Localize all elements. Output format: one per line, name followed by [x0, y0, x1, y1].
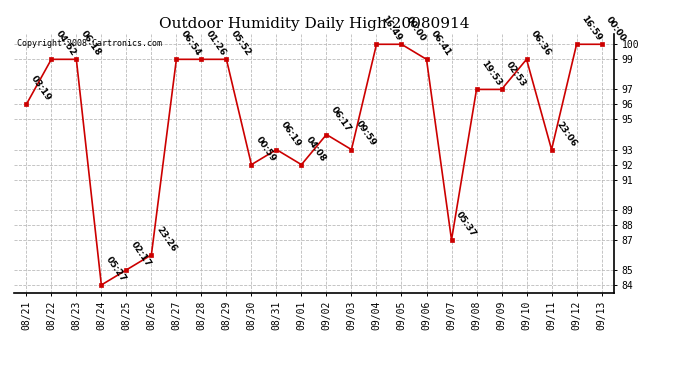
Text: 05:27: 05:27: [104, 255, 128, 284]
Text: 04:52: 04:52: [54, 29, 78, 58]
Text: 06:54: 06:54: [179, 29, 203, 58]
Text: 06:41: 06:41: [429, 29, 453, 58]
Text: Copyright 2008 Cartronics.com: Copyright 2008 Cartronics.com: [17, 39, 161, 48]
Title: Outdoor Humidity Daily High 20080914: Outdoor Humidity Daily High 20080914: [159, 17, 469, 31]
Text: 16:59: 16:59: [580, 14, 603, 43]
Text: 04:08: 04:08: [304, 135, 328, 163]
Text: 06:18: 06:18: [79, 29, 103, 58]
Text: 09:59: 09:59: [354, 120, 378, 148]
Text: 03:19: 03:19: [29, 75, 53, 103]
Text: 00:59: 00:59: [254, 135, 278, 163]
Text: 23:26: 23:26: [154, 225, 178, 254]
Text: 06:17: 06:17: [329, 105, 353, 133]
Text: 06:36: 06:36: [529, 29, 553, 58]
Text: 01:26: 01:26: [204, 29, 228, 58]
Text: 00:00: 00:00: [604, 15, 628, 43]
Text: 19:53: 19:53: [480, 59, 503, 88]
Text: 16:49: 16:49: [380, 14, 403, 43]
Text: 06:19: 06:19: [279, 120, 303, 148]
Text: 02:17: 02:17: [129, 240, 153, 268]
Text: 05:52: 05:52: [229, 29, 253, 58]
Text: 23:06: 23:06: [554, 120, 578, 148]
Text: 02:53: 02:53: [504, 60, 528, 88]
Text: 00:00: 00:00: [404, 15, 428, 43]
Text: 05:37: 05:37: [454, 210, 478, 238]
